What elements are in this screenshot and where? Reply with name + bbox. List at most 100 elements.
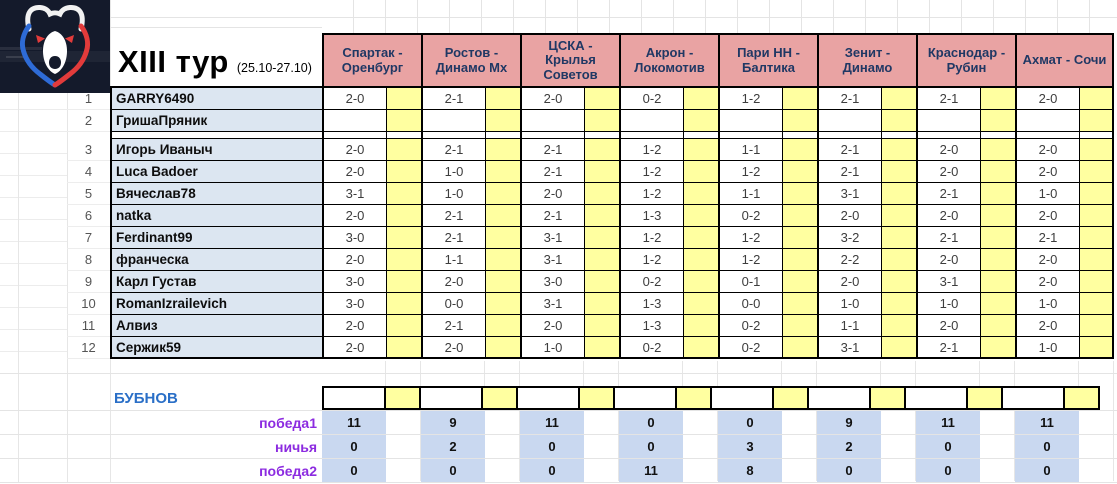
bubnov-prediction-cell[interactable] [322, 386, 386, 410]
stat-value-cell[interactable]: 11 [1015, 411, 1079, 434]
stat-value-cell[interactable]: 11 [916, 411, 980, 434]
prediction-cell[interactable] [421, 110, 485, 132]
points-cell[interactable] [485, 337, 520, 359]
points-cell[interactable] [980, 249, 1015, 271]
prediction-cell[interactable]: 2-0 [1015, 315, 1079, 337]
prediction-cell[interactable] [817, 110, 881, 132]
points-cell[interactable] [584, 88, 619, 110]
match-header[interactable]: Краснодар - Рубин [916, 33, 1015, 88]
points-cell[interactable] [881, 271, 916, 293]
prediction-cell[interactable]: 2-0 [916, 205, 980, 227]
points-cell[interactable] [386, 161, 421, 183]
points-cell[interactable] [584, 110, 619, 132]
prediction-cell[interactable]: 3-0 [322, 227, 386, 249]
points-cell[interactable] [881, 88, 916, 110]
stat-value-cell[interactable]: 2 [817, 435, 881, 458]
stat-value-cell[interactable]: 0 [916, 435, 980, 458]
points-cell[interactable] [485, 271, 520, 293]
points-cell[interactable] [980, 205, 1015, 227]
points-cell[interactable] [782, 88, 817, 110]
points-cell[interactable] [386, 139, 421, 161]
points-cell[interactable] [782, 132, 817, 139]
prediction-cell[interactable]: 1-1 [421, 249, 485, 271]
points-cell[interactable] [584, 315, 619, 337]
prediction-cell[interactable]: 1-3 [619, 205, 683, 227]
prediction-cell[interactable] [322, 110, 386, 132]
points-cell[interactable] [1079, 88, 1114, 110]
points-cell[interactable] [683, 139, 718, 161]
stat-value-cell[interactable]: 0 [619, 435, 683, 458]
prediction-cell[interactable]: 2-1 [421, 205, 485, 227]
bubnov-points-cell[interactable] [580, 386, 615, 410]
bubnov-points-cell[interactable] [386, 386, 421, 410]
prediction-cell[interactable]: 2-0 [1015, 249, 1079, 271]
prediction-cell[interactable] [817, 132, 881, 139]
stat-value-cell[interactable]: 0 [619, 411, 683, 434]
prediction-cell[interactable]: 1-0 [421, 161, 485, 183]
prediction-cell[interactable]: 1-1 [817, 315, 881, 337]
points-cell[interactable] [782, 183, 817, 205]
prediction-cell[interactable]: 2-0 [520, 315, 584, 337]
points-cell[interactable] [386, 205, 421, 227]
stat-value-cell[interactable]: 0 [322, 435, 386, 458]
points-cell[interactable] [584, 337, 619, 359]
stat-value-cell[interactable]: 9 [421, 411, 485, 434]
prediction-cell[interactable]: 1-0 [1015, 337, 1079, 359]
prediction-cell[interactable]: 2-0 [1015, 88, 1079, 110]
prediction-cell[interactable]: 3-0 [520, 271, 584, 293]
player-name-cell[interactable]: Ferdinant99 [110, 227, 322, 249]
prediction-cell[interactable]: 1-2 [718, 88, 782, 110]
points-cell[interactable] [386, 183, 421, 205]
prediction-cell[interactable]: 2-1 [421, 227, 485, 249]
player-name-cell[interactable]: Игорь Иваныч [110, 139, 322, 161]
points-cell[interactable] [980, 271, 1015, 293]
points-cell[interactable] [881, 110, 916, 132]
prediction-cell[interactable]: 0-2 [718, 315, 782, 337]
points-cell[interactable] [485, 227, 520, 249]
prediction-cell[interactable]: 3-0 [322, 293, 386, 315]
bubnov-prediction-cell[interactable] [1001, 386, 1065, 410]
prediction-cell[interactable]: 2-0 [916, 315, 980, 337]
points-cell[interactable] [584, 139, 619, 161]
points-cell[interactable] [485, 315, 520, 337]
prediction-cell[interactable]: 2-0 [322, 337, 386, 359]
prediction-cell[interactable]: 1-2 [718, 249, 782, 271]
points-cell[interactable] [1079, 183, 1114, 205]
points-cell[interactable] [386, 337, 421, 359]
bubnov-points-cell[interactable] [968, 386, 1003, 410]
points-cell[interactable] [1079, 110, 1114, 132]
stat-value-cell[interactable]: 9 [817, 411, 881, 434]
prediction-cell[interactable]: 1-1 [718, 139, 782, 161]
points-cell[interactable] [683, 249, 718, 271]
points-cell[interactable] [1079, 315, 1114, 337]
prediction-cell[interactable]: 2-0 [817, 205, 881, 227]
prediction-cell[interactable]: 2-1 [421, 139, 485, 161]
prediction-cell[interactable]: 2-1 [916, 227, 980, 249]
points-cell[interactable] [980, 227, 1015, 249]
prediction-cell[interactable]: 2-1 [817, 88, 881, 110]
points-cell[interactable] [1079, 139, 1114, 161]
points-cell[interactable] [980, 161, 1015, 183]
prediction-cell[interactable]: 2-0 [1015, 139, 1079, 161]
points-cell[interactable] [584, 183, 619, 205]
prediction-cell[interactable]: 2-1 [916, 183, 980, 205]
prediction-cell[interactable]: 2-0 [322, 315, 386, 337]
points-cell[interactable] [1079, 337, 1114, 359]
stat-value-cell[interactable]: 2 [421, 435, 485, 458]
points-cell[interactable] [386, 110, 421, 132]
points-cell[interactable] [683, 88, 718, 110]
points-cell[interactable] [1079, 271, 1114, 293]
points-cell[interactable] [881, 161, 916, 183]
player-name-cell[interactable]: RomanIzrailevich [110, 293, 322, 315]
prediction-cell[interactable]: 3-1 [322, 183, 386, 205]
points-cell[interactable] [881, 315, 916, 337]
prediction-cell[interactable] [421, 132, 485, 139]
prediction-cell[interactable]: 3-1 [817, 337, 881, 359]
match-header[interactable]: Акрон - Локомотив [619, 33, 718, 88]
stat-value-cell[interactable]: 8 [718, 459, 782, 482]
prediction-cell[interactable]: 2-0 [322, 249, 386, 271]
prediction-cell[interactable]: 0-1 [718, 271, 782, 293]
points-cell[interactable] [386, 293, 421, 315]
prediction-cell[interactable]: 2-0 [421, 337, 485, 359]
prediction-cell[interactable]: 2-1 [817, 161, 881, 183]
